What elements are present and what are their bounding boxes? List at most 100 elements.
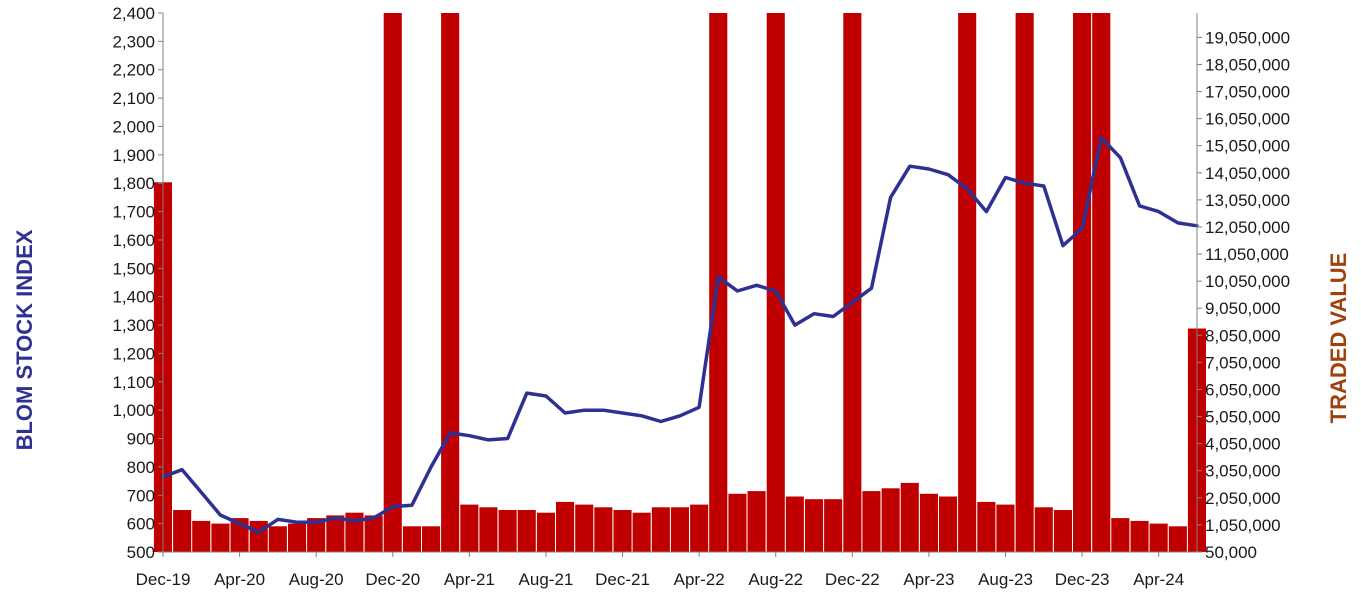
y2-tick-label: 1,050,000	[1205, 516, 1281, 535]
y2-tick-label: 19,050,000	[1205, 28, 1290, 47]
traded-value-bar	[919, 493, 938, 552]
y2-tick-label: 10,050,000	[1205, 272, 1290, 291]
traded-value-bar	[288, 523, 307, 552]
x-tick-label: Dec-23	[1055, 570, 1110, 589]
y-tick-label: 2,200	[112, 61, 155, 80]
y-tick-label: 1,600	[112, 231, 155, 250]
traded-value-bar	[345, 512, 364, 552]
x-tick-label: Apr-22	[674, 570, 725, 589]
x-tick-label: Aug-21	[519, 570, 574, 589]
y2-tick-label: 13,050,000	[1205, 191, 1290, 210]
traded-value-bar	[766, 13, 785, 552]
y2-tick-label: 5,050,000	[1205, 408, 1281, 427]
traded-value-bar	[1073, 13, 1092, 552]
x-tick-label: Dec-22	[825, 570, 880, 589]
left-axis-title: BLOM STOCK INDEX	[12, 229, 37, 450]
traded-value-bar	[402, 526, 421, 552]
traded-value-bar	[192, 520, 211, 552]
traded-value-bar	[958, 13, 977, 552]
y2-tick-label: 2,050,000	[1205, 489, 1281, 508]
y2-tick-label: 18,050,000	[1205, 55, 1290, 74]
x-tick-label: Aug-20	[289, 570, 344, 589]
traded-value-bar	[805, 499, 824, 552]
x-tick-label: Aug-22	[748, 570, 803, 589]
y2-tick-label: 16,050,000	[1205, 110, 1290, 129]
y-tick-label: 2,100	[112, 89, 155, 108]
traded-value-bar	[613, 510, 632, 552]
traded-value-bar	[173, 510, 192, 552]
traded-value-bar	[728, 493, 747, 552]
x-tick-label: Dec-19	[136, 570, 191, 589]
y-tick-label: 1,400	[112, 288, 155, 307]
y-tick-label: 500	[127, 543, 155, 562]
y-tick-label: 600	[127, 515, 155, 534]
y2-tick-label: 15,050,000	[1205, 137, 1290, 156]
traded-value-bar	[536, 512, 555, 552]
traded-value-bar	[364, 515, 383, 552]
y-tick-label: 2,300	[112, 32, 155, 51]
y2-tick-label: 17,050,000	[1205, 83, 1290, 102]
traded-value-bar	[939, 496, 958, 552]
y-tick-label: 1,500	[112, 259, 155, 278]
y2-tick-label: 14,050,000	[1205, 164, 1290, 183]
traded-value-bar	[651, 507, 670, 552]
traded-value-bar	[441, 13, 460, 552]
x-tick-label: Dec-21	[595, 570, 650, 589]
x-tick-label: Apr-20	[214, 570, 265, 589]
traded-value-bar	[785, 496, 804, 552]
traded-value-bar	[977, 501, 996, 552]
traded-value-bar	[460, 504, 479, 552]
traded-value-bar	[211, 523, 230, 552]
y2-tick-label: 11,050,000	[1205, 245, 1289, 264]
y2-tick-label: 9,050,000	[1205, 299, 1281, 318]
y2-tick-label: 8,050,000	[1205, 326, 1281, 345]
traded-value-bar	[1168, 526, 1187, 552]
traded-value-bar	[479, 507, 498, 552]
y-tick-label: 1,200	[112, 344, 155, 363]
traded-value-bar	[632, 512, 651, 552]
y-tick-label: 1,300	[112, 316, 155, 335]
traded-value-bar	[517, 510, 536, 552]
y-tick-label: 1,000	[112, 401, 155, 420]
y-tick-label: 2,000	[112, 117, 155, 136]
traded-value-bar	[996, 504, 1015, 552]
traded-value-bar	[1015, 13, 1034, 552]
y2-tick-label: 6,050,000	[1205, 380, 1281, 399]
traded-value-bar	[556, 501, 575, 552]
traded-value-bar	[824, 499, 843, 552]
y-tick-label: 1,100	[112, 373, 155, 392]
x-tick-label: Aug-23	[978, 570, 1033, 589]
y2-tick-label: 50,000	[1205, 543, 1257, 562]
traded-value-bar	[862, 491, 881, 552]
y-tick-label: 700	[127, 486, 155, 505]
traded-value-bar	[1149, 523, 1168, 552]
traded-value-bar	[1130, 520, 1149, 552]
x-tick-label: Dec-20	[365, 570, 420, 589]
y-tick-label: 900	[127, 430, 155, 449]
y-tick-label: 2,400	[112, 4, 155, 23]
traded-value-bar	[690, 504, 709, 552]
traded-value-bar	[1053, 510, 1072, 552]
y2-tick-label: 4,050,000	[1205, 435, 1281, 454]
y-tick-label: 1,800	[112, 174, 155, 193]
traded-value-bar	[843, 13, 862, 552]
y-tick-label: 800	[127, 458, 155, 477]
traded-value-bar	[594, 507, 613, 552]
right-axis-title: TRADED VALUE	[1326, 253, 1351, 424]
traded-value-bar	[383, 13, 402, 552]
y2-tick-label: 12,050,000	[1205, 218, 1290, 237]
y2-tick-label: 7,050,000	[1205, 353, 1281, 372]
traded-value-bar	[422, 526, 441, 552]
x-tick-label: Apr-24	[1133, 570, 1184, 589]
x-tick-label: Apr-23	[903, 570, 954, 589]
axes: 500 600 700 800 900 1,000 1,100 1,200 1,300 1,400…	[112, 4, 1290, 589]
y-tick-label: 1,900	[112, 146, 155, 165]
traded-value-bar	[575, 504, 594, 552]
y2-tick-label: 3,050,000	[1205, 462, 1281, 481]
traded-value-bar	[307, 518, 326, 552]
traded-value-bar	[498, 510, 517, 552]
blom-index-line	[161, 136, 1199, 534]
traded-value-bar	[326, 515, 345, 552]
traded-value-bar	[1034, 507, 1053, 552]
traded-value-bar	[900, 482, 919, 552]
